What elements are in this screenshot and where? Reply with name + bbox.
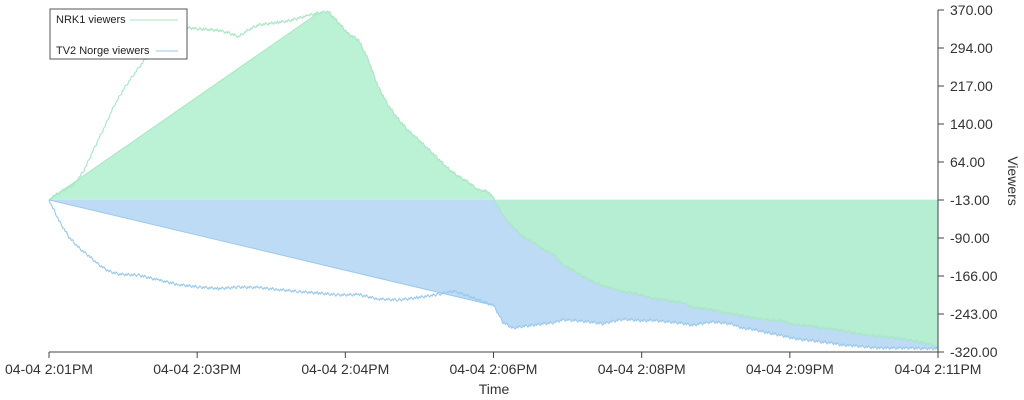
chord-line-nrk1 bbox=[48, 12, 319, 201]
y-tick-label: 140.00 bbox=[950, 116, 993, 132]
legend-label-nrk1: NRK1 viewers bbox=[56, 14, 126, 26]
x-tick-label: 04-04 2:04PM bbox=[301, 361, 389, 377]
y-tick-label: -90.00 bbox=[950, 230, 990, 246]
x-tick-label: 04-04 2:03PM bbox=[153, 361, 241, 377]
x-tick-label: 04-04 2:09PM bbox=[746, 361, 834, 377]
y-tick-label: 64.00 bbox=[950, 154, 985, 170]
series-line-nrk1 bbox=[48, 10, 939, 350]
x-axis-title: Time bbox=[479, 381, 510, 397]
x-tick-label: 04-04 2:01PM bbox=[5, 361, 93, 377]
y-tick-label: 217.00 bbox=[950, 78, 993, 94]
legend-label-tv2: TV2 Norge viewers bbox=[56, 45, 150, 57]
y-axis-title: Viewers bbox=[1005, 156, 1021, 206]
y-tick-label: 294.00 bbox=[950, 40, 993, 56]
y-tick-label: -320.00 bbox=[950, 344, 998, 360]
x-tick-label: 04-04 2:08PM bbox=[598, 361, 686, 377]
y-tick-label: -243.00 bbox=[950, 306, 998, 322]
chord-line-tv2 bbox=[48, 199, 494, 306]
y-tick-label: -166.00 bbox=[950, 268, 998, 284]
y-tick-label: 370.00 bbox=[950, 2, 993, 18]
y-ticks: 370.00 294.00 217.00 140.00 64.00 -13.00 -90.0… bbox=[938, 2, 998, 360]
area-nrk1 bbox=[49, 11, 938, 350]
y-tick-label: -13.00 bbox=[950, 192, 990, 208]
x-tick-label: 04-04 2:11PM bbox=[895, 361, 982, 377]
x-ticks: 04-04 2:01PM 04-04 2:03PM 04-04 2:04PM 04-0… bbox=[5, 352, 981, 377]
legend: NRK1 viewers TV2 Norge viewers bbox=[49, 8, 188, 60]
series-areas bbox=[49, 11, 938, 350]
legend-box bbox=[49, 8, 188, 60]
series-line-tv2 bbox=[48, 199, 939, 351]
series-lines bbox=[48, 10, 939, 351]
x-tick-label: 04-04 2:06PM bbox=[450, 361, 538, 377]
